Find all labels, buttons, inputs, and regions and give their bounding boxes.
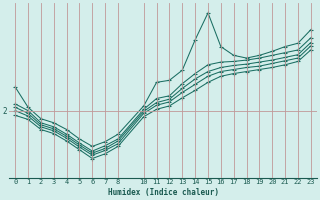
X-axis label: Humidex (Indice chaleur): Humidex (Indice chaleur): [108, 188, 219, 197]
